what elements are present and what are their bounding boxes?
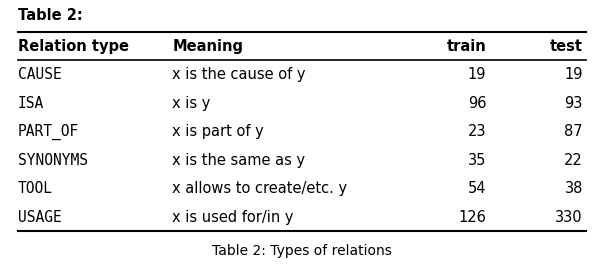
Text: x is y: x is y xyxy=(172,96,211,111)
Text: 35: 35 xyxy=(468,153,486,168)
Text: 19: 19 xyxy=(564,67,583,82)
Text: 54: 54 xyxy=(467,181,486,196)
Text: 126: 126 xyxy=(458,210,486,225)
Text: TOOL: TOOL xyxy=(18,181,53,196)
Text: train: train xyxy=(446,39,486,54)
Text: test: test xyxy=(550,39,583,54)
Text: PART_OF: PART_OF xyxy=(18,124,79,140)
Text: Meaning: Meaning xyxy=(172,39,243,54)
Text: 22: 22 xyxy=(564,153,583,168)
Text: x is used for/in y: x is used for/in y xyxy=(172,210,294,225)
Text: 87: 87 xyxy=(564,124,583,139)
Text: x is part of y: x is part of y xyxy=(172,124,264,139)
Text: ISA: ISA xyxy=(18,96,44,111)
Text: CAUSE: CAUSE xyxy=(18,67,62,82)
Text: 93: 93 xyxy=(565,96,583,111)
Text: Relation type: Relation type xyxy=(18,39,129,54)
Text: USAGE: USAGE xyxy=(18,210,62,225)
Text: 38: 38 xyxy=(565,181,583,196)
Text: x allows to create/etc. y: x allows to create/etc. y xyxy=(172,181,347,196)
Text: x is the same as y: x is the same as y xyxy=(172,153,305,168)
Text: 96: 96 xyxy=(467,96,486,111)
Text: 330: 330 xyxy=(555,210,583,225)
Text: Table 2:: Table 2: xyxy=(18,8,83,23)
Text: 23: 23 xyxy=(467,124,486,139)
Text: SYNONYMS: SYNONYMS xyxy=(18,153,88,168)
Text: Table 2: Types of relations: Table 2: Types of relations xyxy=(212,244,392,258)
Text: x is the cause of y: x is the cause of y xyxy=(172,67,306,82)
Text: 19: 19 xyxy=(467,67,486,82)
